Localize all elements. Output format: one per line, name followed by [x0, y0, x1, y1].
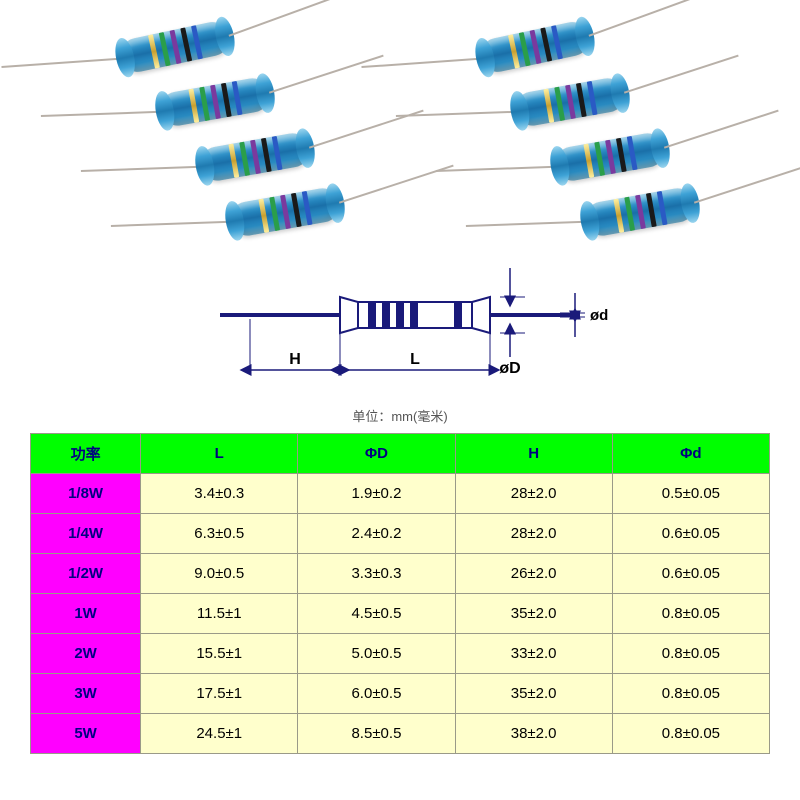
cell: 24.5±1 — [141, 714, 298, 754]
cell: 1.9±0.2 — [298, 474, 455, 514]
cell: 4.5±0.5 — [298, 594, 455, 634]
cell: 0.8±0.05 — [612, 674, 769, 714]
row-power: 2W — [31, 634, 141, 674]
svg-text:ød: ød — [590, 307, 608, 324]
row-power: 1W — [31, 594, 141, 634]
cell: 6.0±0.5 — [298, 674, 455, 714]
resistor — [228, 186, 342, 239]
cell: 17.5±1 — [141, 674, 298, 714]
row-power: 1/2W — [31, 554, 141, 594]
cell: 15.5±1 — [141, 634, 298, 674]
cell: 0.5±0.05 — [612, 474, 769, 514]
col-dim: ΦD — [298, 434, 455, 474]
cell: 2.4±0.2 — [298, 514, 455, 554]
table-row: 2W15.5±15.0±0.533±2.00.8±0.05 — [31, 634, 770, 674]
col-dim: Φd — [612, 434, 769, 474]
cell: 28±2.0 — [455, 514, 612, 554]
cell: 33±2.0 — [455, 634, 612, 674]
table-row: 5W24.5±18.5±0.538±2.00.8±0.05 — [31, 714, 770, 754]
resistor — [158, 76, 272, 129]
svg-text:øD: øD — [499, 360, 520, 377]
cell: 9.0±0.5 — [141, 554, 298, 594]
table-row: 3W17.5±16.0±0.535±2.00.8±0.05 — [31, 674, 770, 714]
cell: 35±2.0 — [455, 594, 612, 634]
cell: 0.8±0.05 — [612, 594, 769, 634]
cell: 0.6±0.05 — [612, 554, 769, 594]
row-power: 5W — [31, 714, 141, 754]
resistor — [118, 19, 233, 75]
resistor — [583, 186, 697, 239]
cell: 5.0±0.5 — [298, 634, 455, 674]
resistor — [553, 131, 667, 184]
col-dim: L — [141, 434, 298, 474]
resistor — [198, 131, 312, 184]
resistor — [513, 76, 627, 129]
row-power: 1/4W — [31, 514, 141, 554]
col-power: 功率 — [31, 434, 141, 474]
row-power: 1/8W — [31, 474, 141, 514]
cell: 6.3±0.5 — [141, 514, 298, 554]
table-row: 1/2W9.0±0.53.3±0.326±2.00.6±0.05 — [31, 554, 770, 594]
cell: 0.8±0.05 — [612, 634, 769, 674]
cell: 38±2.0 — [455, 714, 612, 754]
svg-text:L: L — [410, 351, 420, 368]
cell: 28±2.0 — [455, 474, 612, 514]
col-dim: H — [455, 434, 612, 474]
cell: 0.6±0.05 — [612, 514, 769, 554]
cell: 35±2.0 — [455, 674, 612, 714]
dimension-diagram: H LøD ød — [0, 260, 800, 400]
cell: 3.4±0.3 — [141, 474, 298, 514]
resistor — [478, 19, 593, 75]
cell: 0.8±0.05 — [612, 714, 769, 754]
table-row: 1/8W3.4±0.31.9±0.228±2.00.5±0.05 — [31, 474, 770, 514]
resistor-photo — [0, 0, 800, 260]
cell: 26±2.0 — [455, 554, 612, 594]
unit-caption: 单位：mm(毫米) — [0, 406, 800, 425]
cell: 8.5±0.5 — [298, 714, 455, 754]
svg-text:H: H — [289, 351, 301, 368]
row-power: 3W — [31, 674, 141, 714]
cell: 3.3±0.3 — [298, 554, 455, 594]
dimensions-table: 功率LΦDHΦd 1/8W3.4±0.31.9±0.228±2.00.5±0.0… — [30, 433, 770, 754]
table-row: 1W11.5±14.5±0.535±2.00.8±0.05 — [31, 594, 770, 634]
table-row: 1/4W6.3±0.52.4±0.228±2.00.6±0.05 — [31, 514, 770, 554]
cell: 11.5±1 — [141, 594, 298, 634]
